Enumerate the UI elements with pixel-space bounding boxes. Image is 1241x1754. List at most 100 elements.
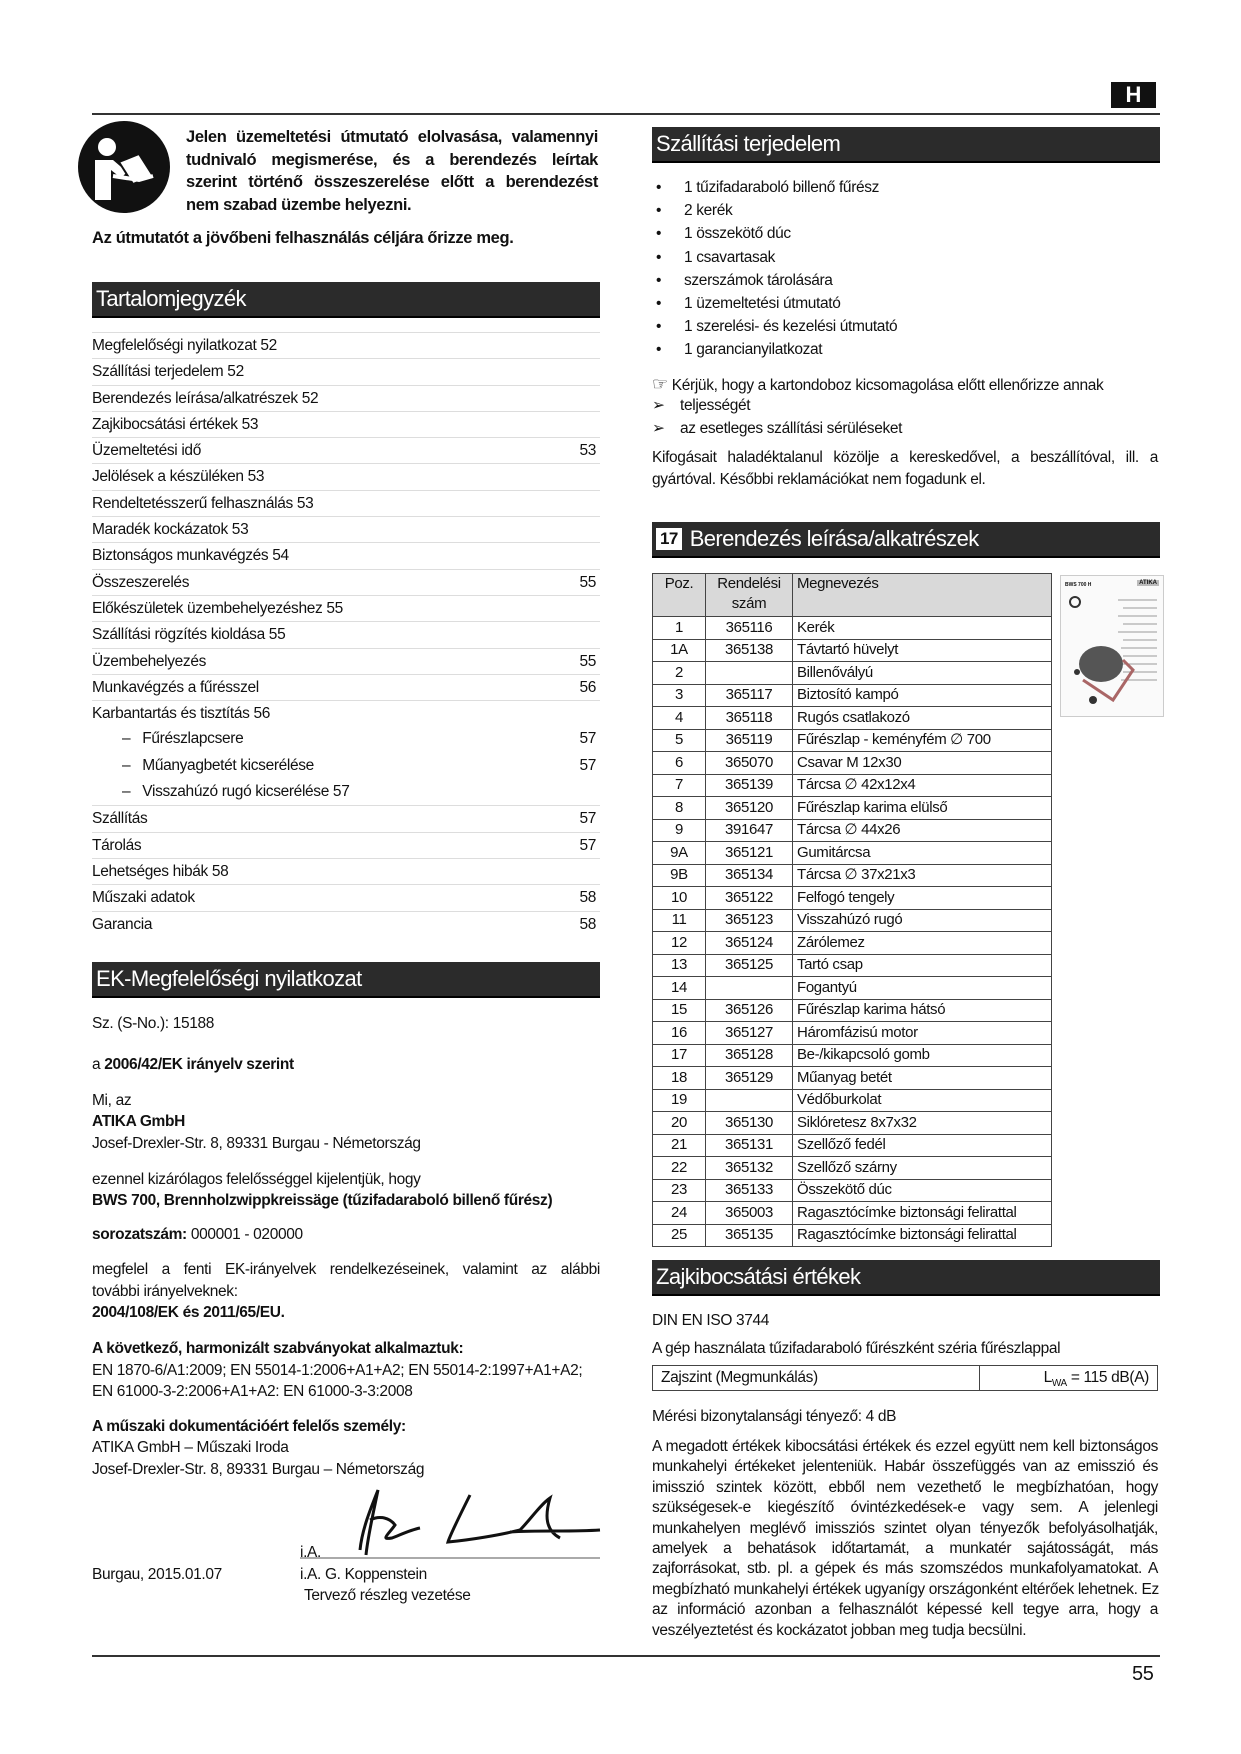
toc-item[interactable]: Maradék kockázatok 53 bbox=[92, 516, 600, 542]
toc-item[interactable]: Karbantartás és tisztítás 56 bbox=[92, 700, 600, 726]
table-cell: 3 bbox=[652, 683, 706, 707]
delivery-item-text: 1 garancianyilatkozat bbox=[684, 341, 823, 359]
table-cell: Visszahúzó rugó bbox=[792, 908, 1052, 932]
toc-item[interactable]: Szállítás 57 bbox=[92, 805, 600, 831]
table-cell: Fogantyú bbox=[792, 976, 1052, 1000]
intro-line: tudnivaló megismerése, és a berendezés l… bbox=[186, 150, 598, 169]
toc-item[interactable]: Üzembehelyezés 55 bbox=[92, 647, 600, 674]
check-item-text: az esetleges szállítási sérüléseket bbox=[680, 420, 903, 437]
table-row: 3 365117 Biztosító kampó bbox=[652, 683, 1052, 707]
section-header-declaration: EK-Megfelelőségi nyilatkozat bbox=[92, 962, 600, 998]
table-cell: 365117 bbox=[705, 683, 793, 707]
table-cell: Tárcsa ∅ 37x21x3 bbox=[792, 863, 1052, 887]
pointing-hand-icon: ☞ bbox=[652, 374, 668, 394]
table-row: 16 365127 Háromfázisú motor bbox=[652, 1021, 1052, 1045]
table-cell: 391647 bbox=[705, 818, 793, 842]
toc-page: 57 bbox=[579, 730, 596, 748]
toc-item[interactable]: Berendezés leírása/alkatrészek 52 bbox=[92, 384, 600, 411]
delivery-item-text: 1 üzemeltetési útmutató bbox=[684, 294, 841, 312]
table-cell: 22 bbox=[652, 1156, 706, 1180]
table-cell: Gumitárcsa bbox=[792, 841, 1052, 865]
toc-label: Üzemeltetési idő bbox=[92, 438, 201, 463]
bullet-icon: • bbox=[656, 202, 662, 220]
toc-item[interactable]: Összeszerelés 55 bbox=[92, 568, 600, 595]
check-item: ➢ az esetleges szállítási sérüléseket bbox=[652, 418, 902, 439]
arrow-bullet-icon: ➢ bbox=[652, 420, 665, 437]
noise-paragraph-line: az információ azonban a felhasználót kép… bbox=[652, 1601, 1158, 1619]
table-row: 14 Fogantyú bbox=[652, 976, 1052, 1000]
toc-label-text: Lehetséges hibák 58 bbox=[92, 862, 229, 880]
toc-item[interactable]: Zajkibocsátási értékek 53 bbox=[92, 410, 600, 437]
table-row: 9B 365134 Tárcsa ∅ 37x21x3 bbox=[652, 863, 1052, 887]
table-cell: 365121 bbox=[705, 841, 793, 865]
table-cell: 365122 bbox=[705, 886, 793, 910]
table-cell: 365003 bbox=[705, 1201, 793, 1225]
table-cell: Ragasztócímke biztonsági felirattal bbox=[792, 1223, 1052, 1247]
thumbnail-brand: ATIKA bbox=[1137, 580, 1159, 586]
table-row: 1A 365138 Távtartó hüvelyt bbox=[652, 638, 1052, 662]
table-row: 15 365126 Fűrészlap karima hátsó bbox=[652, 998, 1052, 1022]
toc-item[interactable]: – Fűrészlapcsere 57 bbox=[92, 726, 600, 752]
table-row: 5 365119 Fűrészlap - keményfém ∅ 700 bbox=[652, 728, 1052, 752]
table-row: 21 365131 Szellőző fedél bbox=[652, 1133, 1052, 1157]
delivery-item: • szerszámok tárolására bbox=[652, 269, 897, 292]
toc-label-text: Tárolás bbox=[92, 836, 142, 854]
table-cell: Zárólemez bbox=[792, 931, 1052, 955]
product-name: BWS 700, Brennholzwippkreissäge (tűzifad… bbox=[92, 1192, 553, 1209]
conformity-line: további irányelveknek: bbox=[92, 1282, 238, 1300]
arrow-bullet-icon: ➢ bbox=[652, 397, 665, 414]
toc-label: Szállítási rögzítés kioldása 55 bbox=[92, 622, 286, 647]
table-cell: Fűrészlap karima hátsó bbox=[792, 998, 1052, 1022]
toc-item[interactable]: Szállítási rögzítés kioldása 55 bbox=[92, 621, 600, 647]
table-cell: Rugós csatlakozó bbox=[792, 706, 1052, 730]
toc-label-text: Szállítási terjedelem 52 bbox=[92, 363, 244, 381]
toc-item[interactable]: Munkavégzés a fűrésszel 56 bbox=[92, 673, 600, 700]
table-cell: Tartó csap bbox=[792, 953, 1052, 977]
bullet-icon: • bbox=[656, 248, 662, 266]
series-value: 000001 - 020000 bbox=[186, 1226, 303, 1243]
toc-label-text: Munkavégzés a fűrésszel bbox=[92, 678, 259, 696]
signer-name: i.A. G. Koppenstein bbox=[300, 1566, 427, 1583]
toc-item[interactable]: Szállítási terjedelem 52 bbox=[92, 358, 600, 384]
noise-paragraph-line: munkahelyen meglévő imissziós szintet ol… bbox=[652, 1519, 1158, 1537]
toc-item[interactable]: Rendeltetésszerű felhasználás 53 bbox=[92, 489, 600, 516]
delivery-item-text: 1 szerelési- és kezelési útmutató bbox=[684, 318, 898, 336]
table-row: 25 365135 Ragasztócímke biztonsági felirat… bbox=[652, 1223, 1052, 1247]
saw-illustration bbox=[1069, 596, 1157, 704]
signer-role: Tervező részleg vezetése bbox=[304, 1587, 471, 1604]
toc-item[interactable]: Tárolás 57 bbox=[92, 831, 600, 858]
toc-item[interactable]: Előkészületek üzembehelyezéshez 55 bbox=[92, 594, 600, 621]
section-header-parts: 17 Berendezés leírása/alkatrészek bbox=[652, 522, 1160, 558]
toc-item[interactable]: Megfelelőségi nyilatkozat 52 bbox=[92, 332, 600, 358]
table-row: 6 365070 Csavar M 12x30 bbox=[652, 751, 1052, 775]
delivery-item: • 1 tűzifadaraboló billenő fűrész bbox=[652, 176, 897, 199]
table-row: 18 365129 Műanyag betét bbox=[652, 1066, 1052, 1090]
toc-page: 57 bbox=[579, 810, 596, 828]
toc-item[interactable]: Üzemeltetési idő 53 bbox=[92, 437, 600, 463]
toc-item[interactable]: – Műanyagbetét kicserélése 57 bbox=[92, 753, 600, 779]
table-cell: Csavar M 12x30 bbox=[792, 751, 1052, 775]
toc-item[interactable]: Lehetséges hibák 58 bbox=[92, 857, 600, 884]
table-row: 4 365118 Rugós csatlakozó bbox=[652, 706, 1052, 730]
toc-item[interactable]: Garancia 58 bbox=[92, 910, 600, 937]
noise-paragraph-line: megbízható munkahelyi értékek ugyanígy o… bbox=[652, 1580, 1159, 1598]
delivery-item-text: 1 összekötő dúc bbox=[684, 225, 791, 243]
table-cell: Kerék bbox=[792, 616, 1052, 640]
check-item: ➢ teljességét bbox=[652, 395, 751, 416]
table-cell: 7 bbox=[652, 773, 706, 797]
toc-label-text: Fűrészlapcsere bbox=[142, 730, 244, 748]
toc-item[interactable]: Jelölések a készüléken 53 bbox=[92, 463, 600, 489]
delivery-item: • 1 csavartasak bbox=[652, 246, 897, 269]
toc-item[interactable]: Biztonságos munkavégzés 54 bbox=[92, 542, 600, 568]
delivery-item: • 1 összekötő dúc bbox=[652, 222, 897, 245]
table-cell: 13 bbox=[652, 953, 706, 977]
toc-label: Biztonságos munkavégzés 54 bbox=[92, 543, 289, 568]
toc-label: – Fűrészlapcsere bbox=[122, 730, 244, 748]
noise-paragraph: A megadott értékek kibocsátási értékek é… bbox=[652, 1437, 1159, 1641]
toc-item[interactable]: Műszaki adatok 58 bbox=[92, 884, 600, 910]
delivery-item-text: 1 csavartasak bbox=[684, 248, 776, 266]
toc-item[interactable]: – Visszahúzó rugó kicserélése 57 bbox=[92, 779, 600, 805]
toc-label-text: Szállítási rögzítés kioldása 55 bbox=[92, 626, 286, 644]
table-cell: Biztosító kampó bbox=[792, 683, 1052, 707]
toc-label-text: Berendezés leírása/alkatrészek 52 bbox=[92, 389, 319, 407]
